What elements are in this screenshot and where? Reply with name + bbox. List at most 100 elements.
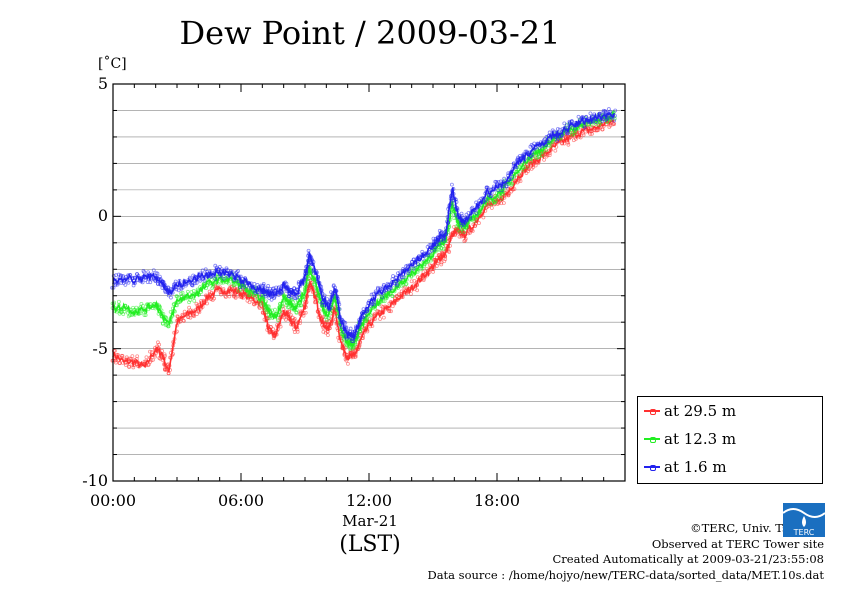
data-point — [353, 354, 358, 359]
data-point — [477, 221, 481, 225]
data-point — [415, 288, 420, 293]
data-point — [226, 281, 231, 286]
legend-swatch — [644, 406, 660, 416]
data-point — [532, 141, 537, 146]
data-point — [210, 298, 215, 302]
data-point — [166, 285, 171, 290]
legend-swatch — [644, 434, 660, 444]
data-point — [501, 201, 506, 205]
data-point — [241, 285, 246, 290]
data-point — [400, 275, 404, 280]
data-point — [421, 278, 426, 282]
data-point — [135, 354, 140, 359]
data-point — [151, 268, 156, 273]
data-point — [145, 280, 150, 284]
data-point — [295, 329, 300, 334]
data-point — [165, 323, 170, 328]
data-point — [173, 279, 178, 284]
data-point — [372, 302, 376, 307]
data-point — [223, 295, 228, 299]
data-point — [192, 298, 197, 303]
data-point — [351, 339, 356, 344]
data-point — [190, 283, 195, 288]
series-3 — [110, 107, 618, 344]
data-point — [221, 287, 226, 291]
created-text: Created Automatically at 2009-03-21/23:5… — [552, 552, 825, 566]
series-line — [112, 118, 615, 373]
data-point — [131, 281, 136, 285]
legend-item: at 29.5 m — [644, 400, 736, 422]
data-point — [116, 299, 121, 304]
data-point — [564, 123, 569, 128]
data-point — [169, 295, 173, 300]
data-point — [326, 333, 330, 338]
data-point — [325, 319, 330, 324]
data-point — [437, 242, 442, 246]
data-point — [546, 139, 551, 144]
data-point — [322, 293, 327, 298]
data-point — [589, 123, 594, 128]
data-point — [193, 281, 197, 286]
data-point — [148, 349, 152, 354]
data-point — [194, 280, 199, 285]
data-point — [393, 275, 398, 280]
data-point — [110, 285, 115, 290]
data-point — [489, 206, 494, 210]
data-point — [518, 179, 523, 183]
data-point — [188, 298, 193, 303]
data-point — [496, 188, 500, 192]
data-point — [553, 148, 558, 153]
data-point — [146, 270, 150, 275]
data-point — [489, 194, 494, 199]
data-point — [160, 349, 165, 353]
data-point — [198, 278, 203, 283]
data-point — [502, 176, 507, 181]
data-point — [380, 295, 385, 300]
data-point — [122, 309, 127, 314]
data-point — [612, 118, 617, 123]
data-point — [442, 259, 447, 264]
data-point — [120, 354, 125, 358]
data-point — [124, 355, 129, 360]
data-point — [219, 292, 223, 297]
data-point — [111, 273, 116, 278]
data-point — [146, 363, 150, 368]
x-tick-label: 06:00 — [217, 491, 265, 510]
data-point — [192, 314, 197, 319]
data-point — [450, 182, 454, 187]
x-axis-label: (LST) — [339, 532, 401, 557]
data-point — [395, 283, 399, 288]
data-point — [484, 197, 488, 202]
data-point — [409, 291, 413, 296]
logo-text: TERC — [793, 528, 815, 537]
series-line — [112, 111, 616, 341]
data-point — [401, 275, 406, 279]
data-point — [278, 324, 283, 329]
data-point — [325, 329, 330, 334]
data-point — [458, 229, 463, 234]
data-point — [533, 163, 538, 168]
data-point — [174, 287, 179, 292]
tick-marks — [112, 83, 626, 482]
legend: at 29.5 m at 12.3 m at 1.6 m — [637, 396, 823, 484]
data-point — [594, 120, 598, 124]
terc-logo-icon: TERC — [783, 503, 825, 537]
data-point — [470, 229, 475, 233]
data-point — [326, 316, 331, 321]
data-point — [379, 287, 384, 292]
data-point — [504, 184, 509, 189]
data-point — [387, 309, 392, 313]
x-tick-label: 18:00 — [473, 491, 521, 510]
data-point — [144, 355, 149, 360]
data-point — [182, 319, 186, 323]
data-point — [547, 153, 552, 158]
data-point — [303, 310, 308, 315]
data-point — [306, 248, 311, 253]
data-point — [378, 286, 383, 291]
data-point — [528, 159, 533, 164]
data-point — [389, 309, 393, 314]
legend-label: at 29.5 m — [664, 402, 737, 420]
data-point — [566, 142, 571, 147]
data-point — [572, 131, 577, 136]
data-point — [404, 282, 408, 287]
